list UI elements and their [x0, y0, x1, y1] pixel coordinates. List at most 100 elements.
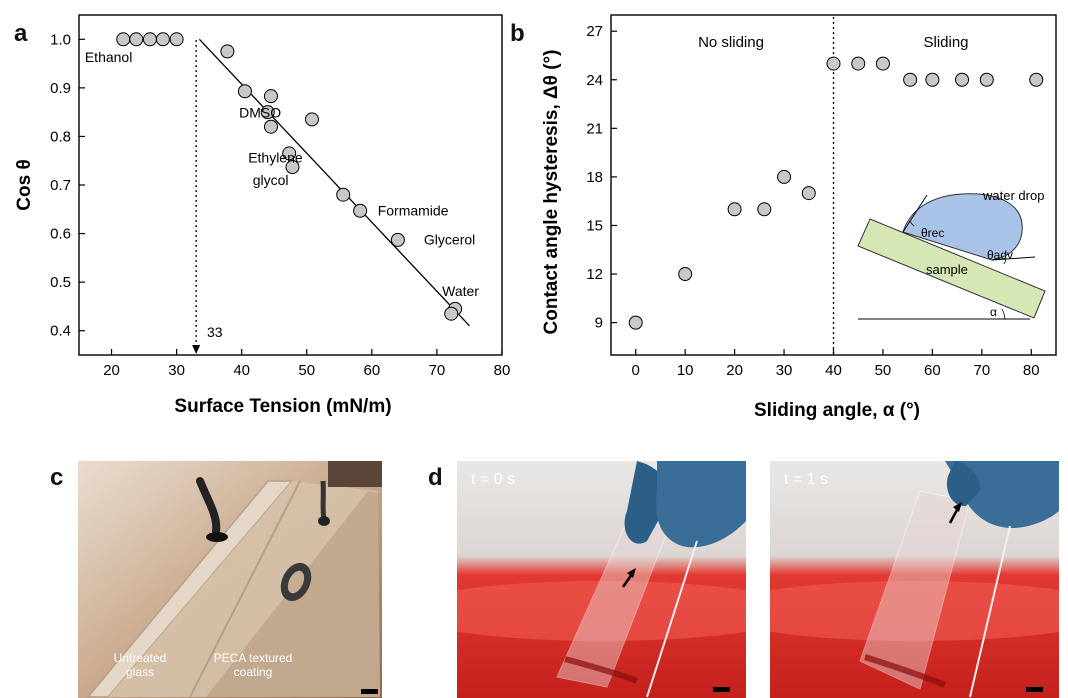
chart-a-data-point: [220, 44, 235, 59]
chart-a-data-point: [237, 84, 252, 99]
chart-a-data-point: [353, 203, 368, 218]
chart-b-data-point: [925, 72, 940, 87]
photo-c-caption-peca-line2: coating: [233, 665, 273, 679]
chart-a-critical-value-label: 33: [207, 324, 223, 340]
chart-b-y-tick-label: 12: [586, 266, 603, 283]
chart-a-y-tick-label: 0.7: [50, 177, 71, 194]
inset-rec-arc: [909, 220, 915, 227]
photo-c-glass-slides: Untreated glass PECA textured coating: [78, 461, 382, 698]
chart-b-data-point: [1029, 72, 1044, 87]
chart-b-x-axis-label: Sliding angle, α (°): [754, 400, 920, 421]
inset-alpha-label: α: [990, 305, 997, 319]
chart-a-x-tick-label: 70: [429, 362, 446, 379]
inset-water-drop-label: water drop: [982, 188, 1044, 203]
chart-a-x-axis-label: Surface Tension (mN/m): [174, 396, 391, 417]
chart-b-x-tick-label: 60: [924, 362, 941, 379]
chart-a-y-axis-label: Cos θ: [14, 159, 35, 210]
panel-label-a: a: [14, 20, 28, 47]
inset-theta-adv-label: θadv: [987, 248, 1013, 262]
chart-b-y-tick-label: 9: [595, 315, 603, 332]
photo-d-time-t0: t = 0 s: [471, 471, 516, 488]
chart-b-y-tick-label: 24: [586, 72, 603, 89]
chart-b-data-point: [955, 72, 970, 87]
chart-b-data-point: [979, 72, 994, 87]
chart-b-x-tick-label: 40: [825, 362, 842, 379]
inset-schematic: water drop θrec θadv sample α: [857, 188, 1046, 320]
chart-a-annotation: Ethylene: [248, 150, 303, 166]
photo-c-scale-bar: [361, 689, 378, 694]
photo-d-t1-scale-bar: [1026, 687, 1043, 692]
panel-label-b: b: [510, 20, 525, 47]
chart-a-data-point: [390, 232, 405, 247]
chart-a-annotation: Water: [442, 283, 479, 299]
chart-b-data-point: [678, 267, 693, 282]
panel-label-d: d: [428, 464, 443, 491]
chart-a-x-tick-label: 50: [298, 362, 315, 379]
chart-a-y-tick-label: 0.9: [50, 80, 71, 97]
chart-b-data-point: [801, 186, 816, 201]
chart-a-x-tick-label: 60: [364, 362, 381, 379]
chart-a-data-point: [129, 32, 144, 47]
chart-b-y-tick-label: 21: [586, 120, 603, 137]
chart-a-y-tick-label: 0.4: [50, 323, 71, 340]
chart-b-x-tick-label: 30: [776, 362, 793, 379]
chart-a-data-point: [282, 146, 297, 161]
photo-d-t1-image: [770, 461, 1059, 698]
chart-b-x-tick-label: 50: [875, 362, 892, 379]
chart-b-x-tick-label: 70: [973, 362, 990, 379]
inset-sample-label: sample: [926, 262, 968, 277]
photo-c-caption-peca: PECA textured coating: [198, 651, 308, 679]
chart-a-x-tick-label: 20: [103, 362, 120, 379]
chart-b-y-axis-label: Contact angle hysteresis, Δθ (°): [541, 50, 562, 335]
photo-d-t0-scale-bar: [713, 687, 730, 692]
chart-b-x-tick-label: 20: [726, 362, 743, 379]
inset-alpha-arc: [1001, 308, 1006, 320]
chart-b-sliding-angle: 0 10 20 30 40 50 60 70 80 9 12 15 18 21 24 27 No slidi…: [541, 14, 1057, 421]
chart-a-data-point: [263, 89, 278, 104]
chart-a-annotation: Ethanol: [85, 49, 132, 65]
inset-adv-tangent: [991, 256, 1036, 261]
inset-sample-slab: [857, 218, 1046, 319]
chart-a-critical-arrowhead: [192, 345, 201, 354]
photo-c-caption-untreated: Untreated glass: [100, 651, 180, 679]
chart-b-y-tick-label: 15: [586, 217, 603, 234]
chart-a-data-point: [169, 32, 184, 47]
chart-a-annotation: DMSO: [239, 104, 281, 120]
photo-d-time-t1: t = 1 s: [784, 471, 829, 488]
chart-b-region-label-no-sliding: No sliding: [698, 34, 764, 51]
chart-b-data-point: [851, 56, 866, 71]
inset-water-drop: [902, 193, 1023, 261]
chart-b-data-point: [757, 202, 772, 217]
inset-adv-arc: [1003, 258, 1007, 265]
chart-b-x-tick-label: 0: [632, 362, 640, 379]
photo-c-caption-untreated-line2: glass: [125, 665, 154, 679]
photo-c-image: [78, 461, 382, 698]
chart-a-y-tick-label: 0.6: [50, 226, 71, 243]
chart-a-x-tick-label: 30: [168, 362, 185, 379]
chart-a-data-point: [155, 32, 170, 47]
chart-a-y-tick-label: 0.5: [50, 274, 71, 291]
chart-a-data-point: [260, 105, 275, 120]
chart-b-y-tick-label: 27: [586, 23, 603, 40]
chart-a-x-tick-label: 40: [233, 362, 250, 379]
panel-label-c: c: [50, 464, 64, 491]
chart-a-x-tick-label: 80: [494, 362, 511, 379]
chart-a-data-point: [444, 306, 459, 321]
chart-a-data-point: [304, 112, 319, 127]
chart-a-data-point: [263, 119, 278, 134]
photo-d-t0: t = 0 s: [457, 461, 746, 698]
chart-b-data-point: [826, 56, 841, 71]
photo-d-t1: t = 1 s: [770, 461, 1059, 698]
chart-a-annotation: Formamide: [378, 203, 449, 219]
inset-theta-rec-label: θrec: [921, 226, 944, 240]
chart-b-data-point: [903, 72, 918, 87]
chart-b-x-tick-label: 10: [677, 362, 694, 379]
photo-c-caption-peca-line1: PECA textured: [213, 651, 293, 665]
chart-b-data-point: [727, 202, 742, 217]
photo-d-t0-image: [457, 461, 746, 698]
chart-b-data-point: [875, 56, 890, 71]
chart-b-x-tick-label: 80: [1023, 362, 1040, 379]
photo-c-caption-untreated-line1: Untreated: [113, 651, 167, 665]
chart-a-annotation: glycol: [253, 172, 289, 188]
chart-a-data-point: [285, 160, 300, 175]
